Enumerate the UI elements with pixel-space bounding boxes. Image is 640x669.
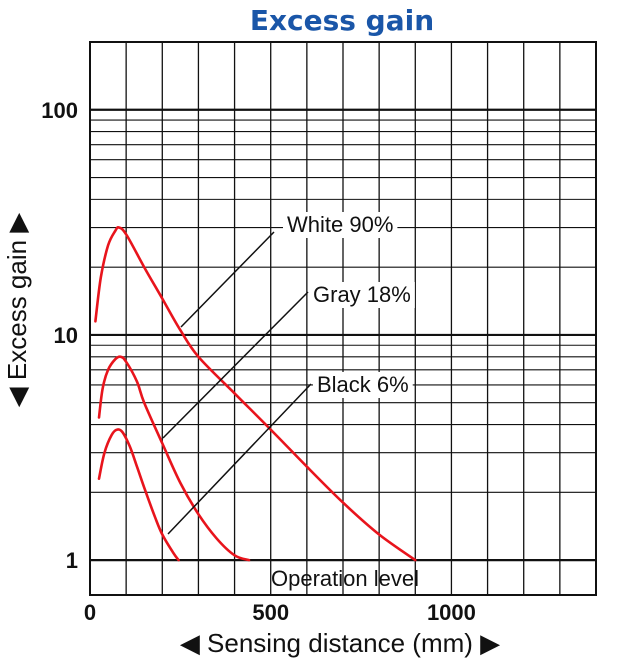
- y-axis-label: ◀ Excess gain ▶: [2, 213, 32, 408]
- series-layer: [94, 226, 417, 562]
- y-tick-label: 100: [41, 98, 78, 123]
- x-tick-label: 1000: [427, 600, 476, 625]
- leader-line-black: [167, 383, 312, 535]
- x-tick-label: 0: [84, 600, 96, 625]
- series-line-white: [94, 226, 417, 562]
- leader-line-white: [180, 231, 275, 328]
- series-label-white: White 90%: [287, 212, 393, 237]
- y-tick-label: 1: [66, 548, 78, 573]
- chart-title: Excess gain: [250, 4, 434, 37]
- series-label-gray: Gray 18%: [313, 282, 411, 307]
- series-line-black: [97, 428, 180, 562]
- operation-level-label: Operation level: [271, 566, 419, 591]
- label-background: [309, 282, 415, 308]
- label-background: [283, 212, 398, 238]
- series-line-gray: [97, 355, 251, 562]
- leader-lines: [162, 231, 312, 535]
- label-background: [313, 372, 413, 398]
- grid: [89, 41, 597, 596]
- x-axis-label: ◀ Sensing distance (mm) ▶: [180, 628, 500, 658]
- series-labels: White 90% Gray 18% Black 6%: [283, 212, 415, 398]
- x-tick-label: 500: [252, 600, 289, 625]
- series-label-black: Black 6%: [317, 372, 409, 397]
- y-tick-label: 10: [54, 323, 78, 348]
- leader-line-gray: [162, 291, 309, 439]
